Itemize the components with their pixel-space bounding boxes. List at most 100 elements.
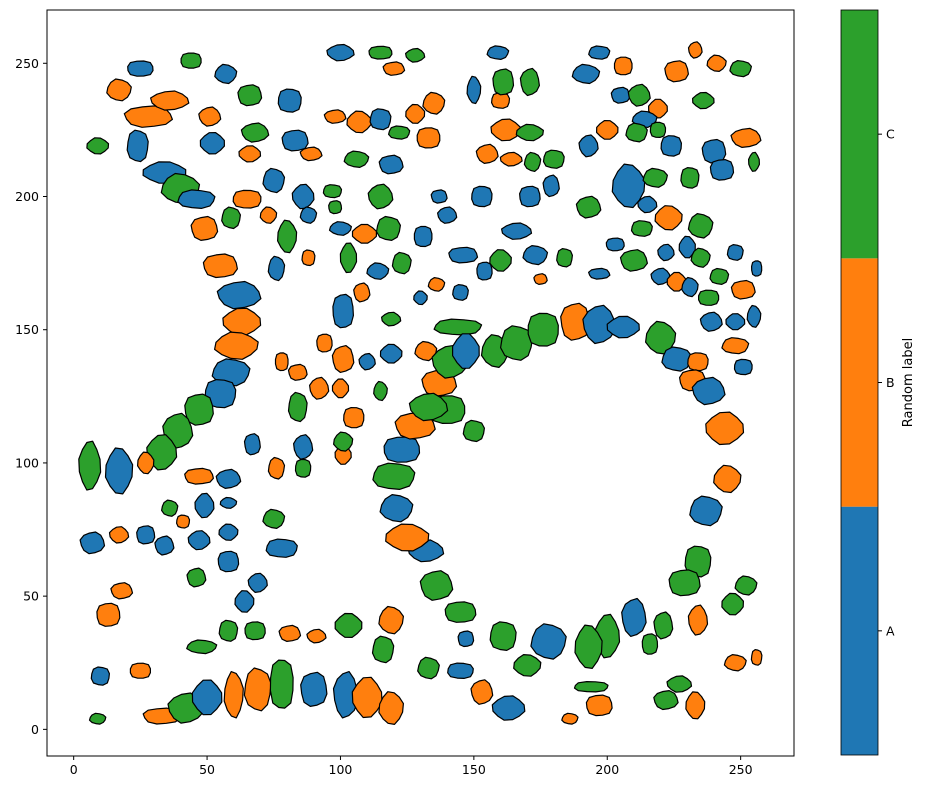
cell-a (216, 280, 262, 310)
cell-a (457, 630, 475, 648)
cell-b (721, 337, 750, 355)
cell-a (660, 135, 683, 157)
cell-b (243, 667, 272, 712)
cell-c (237, 84, 263, 107)
cell-c (391, 251, 412, 275)
cell-c (269, 659, 294, 709)
cell-a (187, 530, 211, 551)
cell-b (687, 352, 709, 372)
x-tick-label: 250 (729, 762, 753, 777)
cell-a (326, 43, 355, 62)
cell-c (462, 419, 485, 443)
y-tick-label: 250 (15, 56, 39, 71)
cell-b (309, 376, 330, 400)
cell-a (650, 267, 671, 286)
cell-b (705, 411, 745, 446)
cell-a (247, 572, 268, 594)
cell-c (277, 219, 298, 254)
plot-frame (46, 9, 795, 757)
cell-c (721, 592, 745, 616)
cell-c (375, 215, 401, 241)
cell-a (219, 496, 238, 509)
cell-c (373, 380, 388, 402)
cell-a (678, 235, 696, 259)
cell-a (606, 315, 640, 339)
cell-b (351, 223, 377, 244)
cell-b (499, 151, 523, 167)
cell-c (419, 570, 454, 601)
colorbar: A B C Random label (840, 9, 916, 756)
cell-b (238, 145, 262, 163)
cell-a (214, 63, 238, 85)
cell-b (475, 143, 499, 164)
cell-a (725, 313, 746, 331)
cell-b (129, 662, 151, 679)
cell-c (367, 183, 394, 210)
cell-a (476, 261, 493, 281)
cell-c (180, 52, 202, 69)
cell-b (184, 467, 214, 485)
cell-b (730, 279, 756, 300)
cell-c (86, 137, 110, 155)
cell-a (661, 346, 693, 372)
cell-a (265, 538, 298, 558)
cell-c (573, 680, 609, 693)
cell-b (664, 60, 690, 83)
cell-b (378, 605, 404, 635)
cell-b (331, 345, 355, 373)
cell-b (378, 691, 404, 726)
cell-a (299, 206, 318, 224)
cell-b (416, 127, 441, 149)
cell-b (232, 189, 262, 209)
colorbar-segment-a (841, 506, 878, 755)
cell-c (372, 462, 416, 490)
cell-c (433, 318, 483, 336)
cell-a (491, 695, 526, 721)
cell-c (186, 567, 207, 588)
cell-a (746, 304, 762, 328)
cell-b (533, 273, 548, 285)
cell-a (587, 267, 611, 280)
cell-a (689, 495, 723, 527)
cell-c (690, 247, 711, 268)
cell-a (733, 358, 753, 376)
cell-b (190, 215, 219, 241)
cell-a (204, 379, 237, 409)
cell-b (301, 249, 316, 267)
cell-a (300, 671, 328, 708)
cell-a (127, 60, 154, 77)
cell-b (585, 694, 613, 717)
cell-a (430, 189, 448, 204)
x-tick-label: 50 (199, 762, 215, 777)
cell-c (630, 220, 653, 237)
cell-c (339, 242, 358, 274)
cell-a (234, 590, 255, 613)
cell-b (274, 352, 289, 372)
cell-b (198, 106, 222, 127)
cell-b (331, 378, 350, 399)
cell-a (637, 195, 658, 214)
cell-a (281, 129, 309, 152)
cell-c (489, 621, 517, 652)
cell-b (595, 119, 619, 140)
cell-b (666, 271, 687, 292)
cell-b (713, 464, 742, 494)
cell-c (734, 575, 758, 596)
cell-a (136, 525, 156, 545)
cell-a (332, 670, 359, 719)
cell-c (287, 391, 308, 423)
cell-b (287, 363, 308, 381)
cell-a (750, 260, 763, 277)
cell-c (653, 611, 674, 640)
cell-b (137, 451, 155, 475)
cell-c (444, 601, 477, 623)
cell-c (574, 624, 603, 670)
x-tick-label: 150 (462, 762, 486, 777)
cell-a (726, 244, 744, 261)
cell-a (177, 189, 216, 209)
cell-a (582, 304, 617, 345)
cell-c (334, 612, 363, 639)
cell-b (306, 628, 327, 644)
cell-b (259, 206, 278, 224)
y-tick-label: 150 (15, 322, 39, 337)
